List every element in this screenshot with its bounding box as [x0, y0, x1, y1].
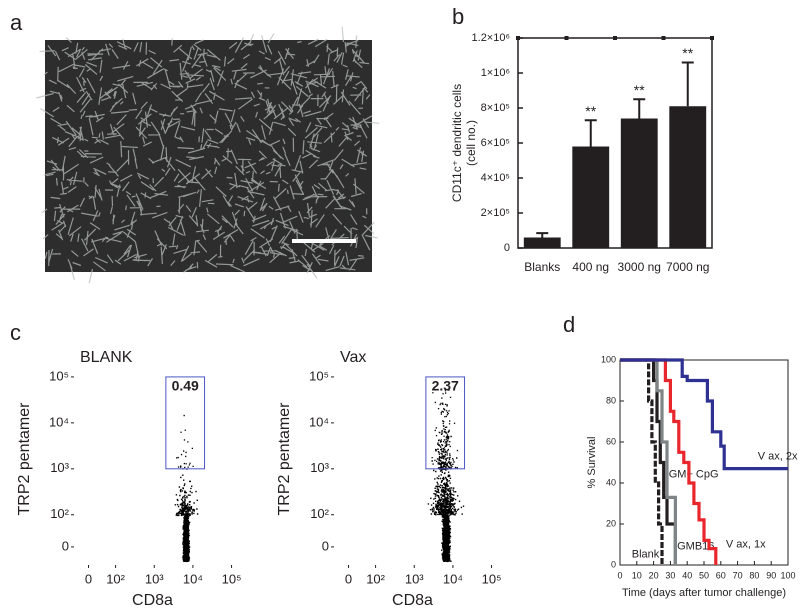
bar — [572, 146, 610, 248]
x-tick-label: 10² — [366, 571, 385, 586]
survival-line — [620, 358, 677, 565]
x-tick-label: 90 — [766, 570, 776, 580]
x-axis-label: Time (days after tumor challenge) — [622, 587, 786, 599]
bar — [620, 118, 658, 248]
series-label: V ax, 2x — [758, 450, 798, 462]
error-bar — [536, 232, 549, 238]
y-tick-label: 40 — [606, 477, 616, 487]
plot-title: Vax — [340, 349, 366, 366]
survival-line — [620, 358, 788, 471]
x-tick-label: 40 — [682, 570, 692, 580]
y-tick-label: 80 — [606, 395, 616, 405]
gate — [165, 376, 206, 470]
y-tick-label: 4×10⁵ — [481, 172, 510, 184]
y-axis-label: TRP2 pentamer — [276, 402, 293, 516]
gate-value: 0.49 — [172, 378, 199, 394]
frame-tick — [516, 36, 520, 40]
error-bar — [633, 98, 646, 119]
significance: ** — [682, 45, 693, 61]
x-tick-label: 10² — [106, 571, 125, 586]
x-tick-label: 400 ng — [572, 260, 609, 274]
y-axis-label: TRP2 pentamer — [16, 402, 33, 516]
panel-label: b — [452, 4, 464, 29]
y-tick-label: 10⁴ — [49, 414, 69, 429]
x-axis-label: CD8a — [132, 592, 173, 609]
y-tick-label: 2×10⁵ — [481, 207, 510, 219]
frame-tick — [564, 36, 569, 40]
y-tick-label: 100 — [601, 354, 616, 364]
frame-tick — [661, 36, 666, 40]
event-cloud — [427, 388, 465, 563]
error-bar — [681, 61, 694, 107]
sem-fibers — [36, 26, 380, 284]
y-tick-label: 0 — [62, 538, 69, 553]
x-tick-label: 10⁵ — [222, 571, 242, 586]
series-label: GMB16 — [677, 540, 714, 552]
x-tick-label: 50 — [699, 570, 709, 580]
x-axis-label: CD8a — [392, 592, 433, 609]
x-tick-label: 30 — [665, 570, 675, 580]
y-tick-label: 0 — [322, 538, 329, 553]
panel-label: a — [10, 10, 23, 35]
series-label: V ax, 1x — [726, 538, 766, 550]
y-tick-label: 10³ — [310, 460, 329, 475]
y-tick-label: 0 — [611, 559, 616, 569]
y-tick-label: 10⁴ — [309, 414, 329, 429]
y-tick-label: 1.2×10⁶ — [472, 32, 510, 44]
gate-value: 2.37 — [432, 378, 459, 394]
x-tick-label: 60 — [716, 570, 726, 580]
sem-texture — [36, 26, 380, 284]
x-tick-label: 10⁵ — [482, 571, 502, 586]
y-tick-label: 10⁵ — [49, 368, 69, 383]
x-tick-label: 10⁴ — [443, 571, 463, 586]
x-tick-label: 10³ — [405, 571, 424, 586]
panel-label: d — [563, 312, 575, 337]
significance: ** — [585, 103, 596, 119]
survival-line — [620, 358, 718, 565]
frame-tick — [710, 36, 714, 40]
series-label: Blank — [632, 549, 660, 561]
x-tick-label: 0 — [617, 570, 622, 580]
y-tick-label: 6×10⁵ — [481, 137, 510, 149]
y-tick-label: 10² — [310, 506, 329, 521]
error-bar — [584, 119, 597, 147]
y-tick-label: 10³ — [50, 460, 69, 475]
survival-line — [620, 358, 664, 565]
y-tick-label: 10² — [50, 506, 69, 521]
event-cloud — [174, 414, 199, 563]
x-tick-label: 7000 ng — [666, 260, 709, 274]
y-tick-label: 0 — [504, 242, 510, 254]
bar — [523, 237, 561, 248]
gate — [425, 376, 466, 470]
x-tick-label: 0 — [345, 571, 352, 586]
significance: ** — [634, 82, 645, 98]
x-tick-label: Blanks — [524, 260, 560, 274]
x-tick-label: 10 — [632, 570, 642, 580]
series-label: GM+ CpG — [669, 469, 719, 481]
y-axis-label: CD11c⁺ dendritic cells — [450, 84, 464, 202]
y-tick-label: 1×10⁶ — [481, 67, 510, 79]
plot-title: BLANK — [80, 349, 133, 366]
panel-label: c — [10, 320, 21, 345]
y-axis-label: % Survival — [586, 437, 598, 489]
x-tick-label: 100 — [780, 570, 795, 580]
x-tick-label: 10⁴ — [183, 571, 203, 586]
bar — [669, 106, 707, 248]
x-tick-label: 20 — [649, 570, 659, 580]
x-tick-label: 10³ — [145, 571, 164, 586]
survival-line — [620, 358, 677, 565]
y-tick-label: 8×10⁵ — [481, 102, 510, 114]
x-tick-label: 70 — [733, 570, 743, 580]
frame-tick — [613, 36, 617, 40]
x-tick-label: 80 — [749, 570, 759, 580]
y-axis-label: (cell no.) — [464, 120, 478, 166]
x-tick-label: 3000 ng — [618, 260, 661, 274]
y-tick-label: 20 — [606, 518, 616, 528]
y-tick-label: 10⁵ — [309, 368, 329, 383]
x-tick-label: 0 — [85, 571, 92, 586]
y-tick-label: 60 — [606, 436, 616, 446]
